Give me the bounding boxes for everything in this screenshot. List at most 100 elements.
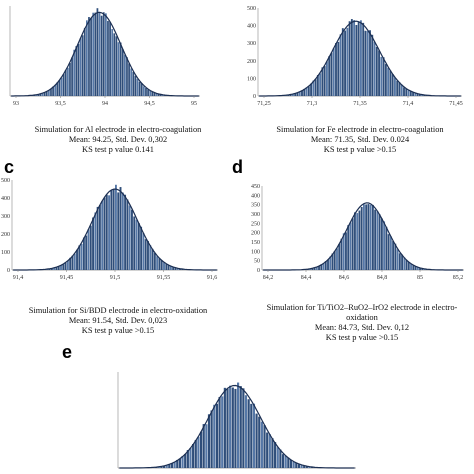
histogram-bar [163, 262, 165, 270]
histogram-bar [391, 74, 394, 96]
histogram-bar [297, 464, 300, 468]
histogram-bar [176, 268, 179, 270]
chart-caption-line: Mean: 91.54, Std. Dev. 0,023 [69, 316, 167, 325]
histogram-bar [385, 226, 388, 270]
y-tick-label: 100 [251, 249, 260, 255]
chart-panel-5: e [62, 342, 356, 469]
histogram-bar [313, 267, 316, 270]
histogram-bar [113, 33, 116, 96]
histogram-bar [292, 461, 295, 468]
histogram-bar [172, 267, 175, 270]
histogram-bar [55, 267, 58, 270]
histogram-bar [394, 243, 397, 270]
histogram-bar [165, 264, 168, 270]
histogram-bar [132, 71, 135, 96]
histogram-bar [57, 266, 60, 270]
chart-caption-line: Mean: 71.35, Std. Dev. 0.024 [311, 135, 410, 144]
normal-fit-curve [13, 188, 217, 271]
histogram-bar [133, 216, 136, 270]
normal-fit-curve [11, 11, 199, 97]
histogram-bar [407, 90, 410, 96]
histogram-bar [363, 204, 365, 270]
x-tick-label: 93 [13, 101, 19, 107]
histogram-bar [405, 88, 408, 96]
histogram-bar [88, 17, 90, 96]
histogram-bar [117, 192, 120, 270]
x-tick-label: 84,4 [301, 275, 312, 281]
histogram-bar [367, 204, 370, 270]
histogram-bar [301, 90, 303, 96]
histogram-bar [102, 12, 105, 96]
histogram-bar [144, 239, 147, 270]
histogram-bar [356, 213, 359, 270]
histogram-bar [197, 436, 200, 468]
histogram-bar [398, 253, 401, 270]
histogram-bar [39, 93, 42, 96]
histogram-bar [348, 21, 351, 96]
y-tick-label: 250 [251, 221, 260, 227]
histogram-bar [192, 444, 195, 468]
histogram-bar [392, 241, 395, 270]
histogram-bar [300, 464, 303, 468]
histogram-bar [149, 90, 152, 96]
normal-fit-curve [263, 202, 463, 271]
histogram-bar [364, 30, 367, 96]
histogram-bar [414, 93, 417, 96]
histogram-bar [371, 204, 374, 270]
x-tick-label: 71,45 [449, 101, 463, 107]
histogram-bar [103, 197, 106, 270]
histogram-bar [305, 466, 308, 468]
y-tick-label: 400 [1, 196, 10, 202]
histogram-bar [147, 240, 149, 270]
histogram-bar [378, 214, 381, 270]
histogram-bar [73, 253, 76, 270]
histogram-bar [117, 42, 120, 96]
histogram-bar [330, 52, 333, 96]
histogram-bar [344, 30, 346, 97]
chart-panel-1: 93 93,5 94 94,5 95 Simulation for Al electrod… [9, 6, 202, 154]
histogram-bar [412, 92, 414, 96]
histogram-bar [181, 455, 184, 468]
histogram-bar [295, 462, 298, 468]
histogram-bar [279, 449, 282, 468]
histogram-bar [328, 56, 331, 96]
histogram-bar [376, 211, 379, 270]
histogram-bar [421, 94, 424, 96]
chart-caption-line: KS test p value 0.141 [82, 145, 154, 154]
histogram-bar [165, 465, 168, 468]
histogram-bar [115, 36, 118, 96]
y-tick-label: 350 [251, 203, 260, 209]
histogram-bar [176, 459, 179, 468]
histogram-bar [229, 385, 232, 468]
histogram-bar [389, 70, 392, 96]
histogram-bar [312, 80, 315, 96]
histogram-bar [147, 89, 149, 96]
panel-label: d [232, 157, 243, 177]
histogram-bar [327, 259, 329, 270]
histogram-bar [369, 204, 372, 270]
histogram-bar [121, 192, 124, 270]
histogram-bar [112, 189, 115, 270]
histogram-bar [143, 86, 145, 96]
x-tick-label: 84,2 [263, 275, 274, 281]
histogram-bar [35, 94, 38, 96]
histogram-bar [215, 403, 219, 468]
x-tick-label: 71,4 [403, 101, 414, 107]
y-tick-label: 300 [1, 214, 10, 220]
histogram-bar [218, 397, 221, 468]
histogram-bar [124, 54, 126, 96]
histogram-bar [162, 465, 166, 468]
histogram-bar [56, 82, 59, 96]
histogram-bar [239, 386, 242, 468]
histogram-bar [100, 15, 103, 97]
histogram-bar [389, 236, 392, 270]
histogram-bar [329, 256, 332, 270]
histogram-bar [260, 421, 263, 468]
y-tick-label: 200 [247, 59, 256, 65]
x-tick-label: 91,6 [207, 275, 218, 281]
histogram-bar [168, 464, 171, 468]
histogram-bar [416, 93, 419, 96]
histogram-bar [83, 27, 86, 96]
x-tick-label: 93,5 [55, 101, 66, 107]
histogram-bar [419, 268, 421, 270]
